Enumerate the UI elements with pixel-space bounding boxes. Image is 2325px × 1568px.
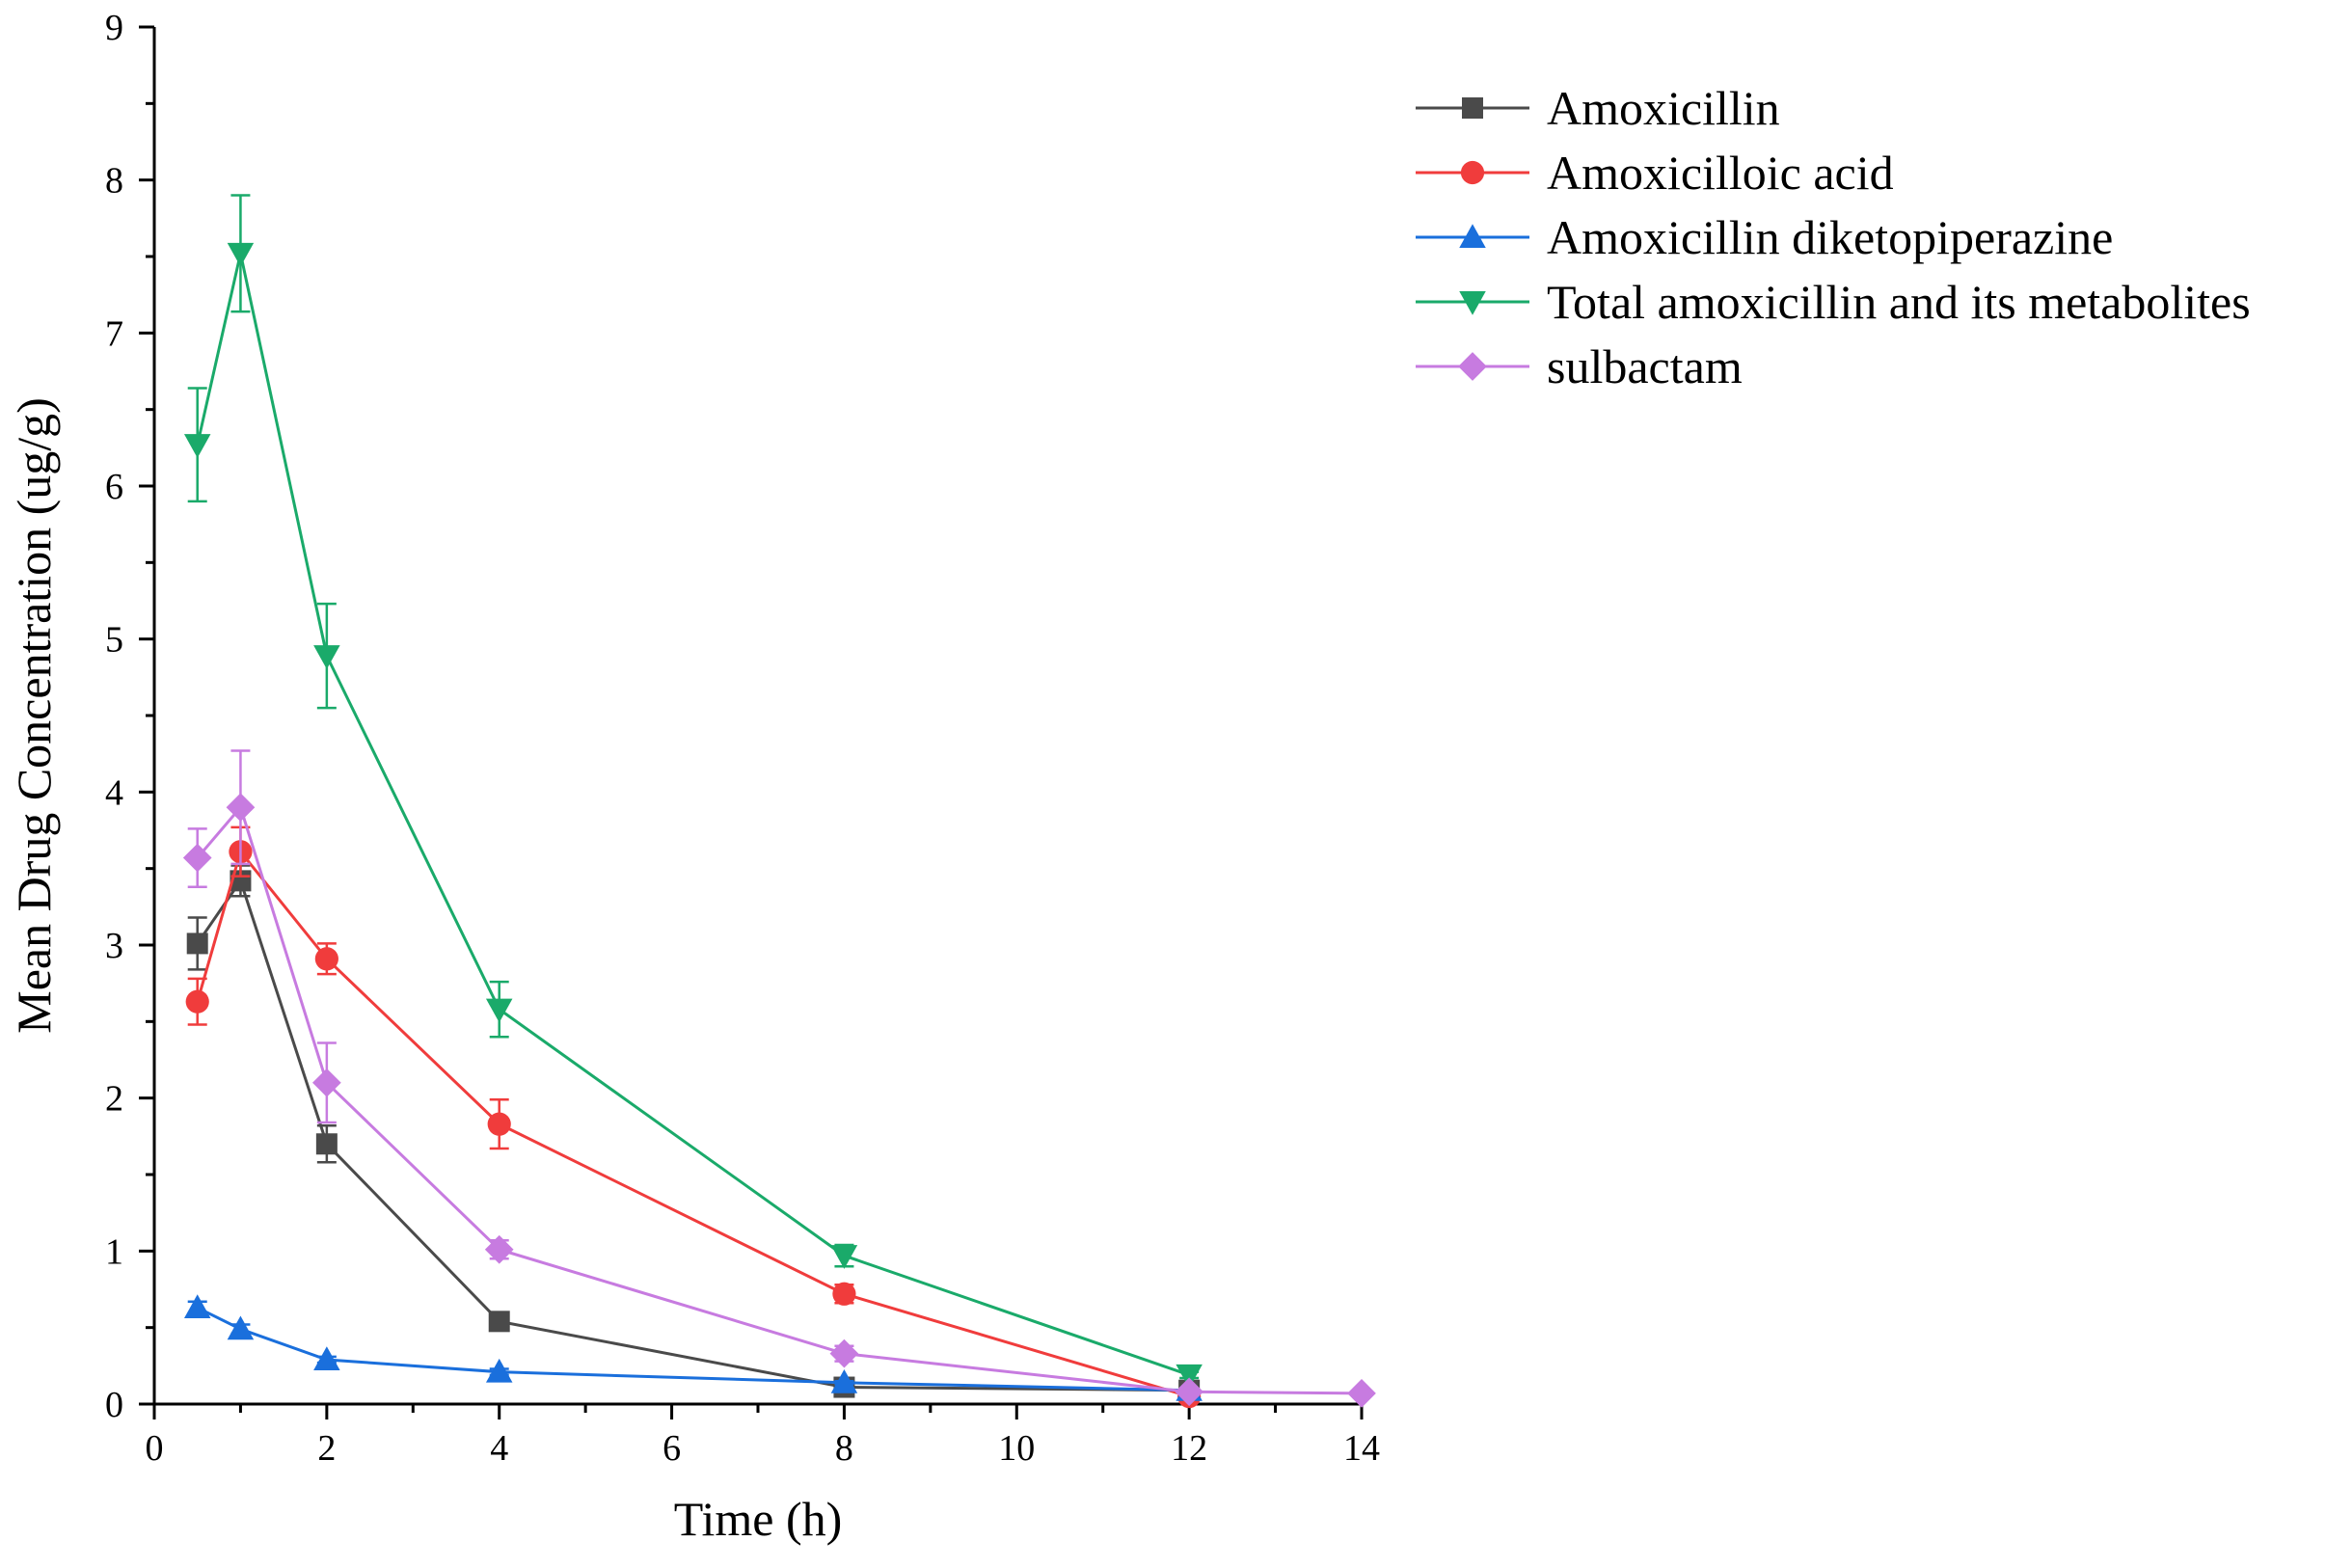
data-point [1347,1379,1376,1408]
legend-marker [1462,97,1483,119]
x-tick-label: 2 [317,1428,336,1469]
data-point [1175,1377,1203,1407]
series-0 [186,864,1201,1401]
y-tick-label: 4 [105,772,123,813]
y-tick-label: 7 [105,313,123,354]
y-tick-label: 0 [105,1385,123,1425]
y-tick-label: 1 [105,1231,123,1272]
data-point [227,242,255,267]
series-1 [185,825,1202,1409]
series-layer [182,194,1376,1409]
x-tick-label: 10 [998,1428,1035,1469]
x-axis-title: Time (h) [674,1492,843,1546]
legend-label: Amoxicillin [1547,81,1780,135]
data-point [313,1346,340,1370]
data-point [183,1294,211,1319]
x-tick-label: 8 [835,1428,853,1469]
legend-label: sulbactam [1547,339,1743,393]
data-point [485,1358,513,1383]
x-tick-label: 6 [662,1428,681,1469]
x-tick-label: 4 [490,1428,508,1469]
legend-item: Total amoxicillin and its metabolites [1416,275,2251,329]
y-tick-label: 9 [105,8,123,48]
legend: Amoxicillin Amoxicilloic acid Amoxicillin … [1416,81,2251,393]
data-point [484,1234,514,1264]
data-point [315,1133,338,1155]
legend-item: Amoxicilloic acid [1416,146,1894,200]
x-tick-label: 14 [1343,1428,1380,1469]
legend-item: sulbactam [1416,339,1743,393]
data-point [186,933,208,955]
data-point [313,645,340,669]
data-point [185,989,209,1014]
data-point [829,1338,859,1368]
data-point [830,1369,858,1393]
x-tick-label: 12 [1171,1428,1207,1469]
y-tick-label: 3 [105,926,123,966]
y-tick-label: 8 [105,161,123,202]
data-point [1176,1364,1203,1389]
data-point [312,1068,341,1097]
data-point [485,998,513,1023]
x-tick-label: 0 [146,1428,164,1469]
series-3 [183,194,1203,1389]
series-line [196,849,1190,1398]
legend-marker [1458,352,1487,381]
legend-marker [1459,291,1486,315]
legend-item: Amoxicillin diketopiperazine [1416,210,2113,264]
legend-label: Amoxicillin diketopiperazine [1547,210,2113,264]
legend-label: Total amoxicillin and its metabolites [1547,275,2251,329]
data-point [488,1311,510,1333]
y-tick-label: 2 [105,1079,123,1120]
data-point [226,793,256,823]
data-point [487,1112,511,1136]
series-4 [182,749,1376,1408]
data-point [832,1282,856,1306]
y-tick-label: 6 [105,467,123,507]
data-point [227,1315,255,1340]
series-line [196,878,1190,1392]
series-2 [183,1294,1203,1401]
series-line [196,804,1363,1395]
series-line [196,253,1190,1377]
y-tick-label: 5 [105,620,123,661]
series-line [197,1306,1190,1392]
data-point [830,1245,858,1269]
legend-marker [1459,224,1486,248]
data-point [182,843,212,873]
data-point [183,434,211,458]
legend-label: Amoxicilloic acid [1547,146,1894,200]
y-axis-title: Mean Drug Concentration (ug/g) [7,397,61,1034]
legend-marker [1460,160,1485,185]
data-point [314,947,338,971]
legend-item: Amoxicillin [1416,81,1780,135]
